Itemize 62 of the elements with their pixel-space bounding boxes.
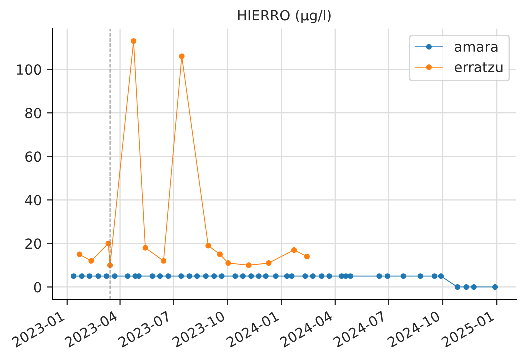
point bbox=[125, 274, 131, 280]
y-tick-label: 20 bbox=[26, 238, 42, 250]
y-tick-label: 0 bbox=[34, 282, 42, 293]
point bbox=[131, 38, 137, 44]
point bbox=[219, 274, 225, 280]
point bbox=[376, 274, 382, 280]
point bbox=[348, 274, 354, 280]
chart-title: HIERRO (µg/l) bbox=[238, 10, 331, 24]
point bbox=[206, 243, 212, 249]
point bbox=[203, 274, 209, 280]
point bbox=[454, 284, 460, 290]
point bbox=[492, 284, 498, 290]
point bbox=[304, 254, 310, 260]
point bbox=[194, 274, 200, 280]
point bbox=[142, 245, 148, 251]
point bbox=[343, 274, 349, 280]
point bbox=[178, 274, 184, 280]
y-tick-label: 40 bbox=[25, 195, 42, 206]
point bbox=[400, 274, 406, 280]
point bbox=[248, 274, 254, 280]
point bbox=[326, 274, 332, 280]
point bbox=[432, 274, 438, 280]
point bbox=[161, 258, 167, 264]
point bbox=[86, 274, 93, 280]
point bbox=[263, 274, 269, 280]
point bbox=[112, 274, 118, 280]
point bbox=[166, 274, 172, 280]
point bbox=[256, 274, 262, 280]
point bbox=[226, 260, 232, 266]
point bbox=[212, 274, 218, 280]
point bbox=[284, 274, 290, 280]
point bbox=[104, 274, 110, 280]
y-tick-label: 100 bbox=[17, 64, 42, 76]
point bbox=[384, 274, 391, 280]
point bbox=[464, 284, 470, 290]
legend-label: erratzu bbox=[454, 62, 503, 73]
point bbox=[232, 274, 238, 280]
point bbox=[157, 274, 164, 280]
legend-label: amara bbox=[455, 44, 498, 52]
y-tick-label: 60 bbox=[26, 152, 42, 162]
point bbox=[438, 274, 444, 280]
point bbox=[150, 274, 156, 280]
point bbox=[186, 274, 192, 280]
point bbox=[79, 274, 85, 280]
point bbox=[302, 274, 308, 280]
point bbox=[217, 252, 223, 258]
point bbox=[471, 284, 477, 290]
point bbox=[76, 252, 83, 258]
point bbox=[240, 274, 246, 280]
point bbox=[319, 274, 325, 280]
point bbox=[266, 260, 272, 266]
y-tick-label: 80 bbox=[26, 108, 42, 119]
point bbox=[179, 54, 185, 60]
point bbox=[418, 274, 424, 280]
point bbox=[88, 258, 94, 264]
point bbox=[289, 274, 295, 280]
point bbox=[71, 274, 77, 280]
point bbox=[310, 274, 316, 280]
point bbox=[246, 262, 252, 268]
point bbox=[273, 274, 279, 280]
point bbox=[96, 274, 102, 280]
point bbox=[292, 247, 298, 254]
